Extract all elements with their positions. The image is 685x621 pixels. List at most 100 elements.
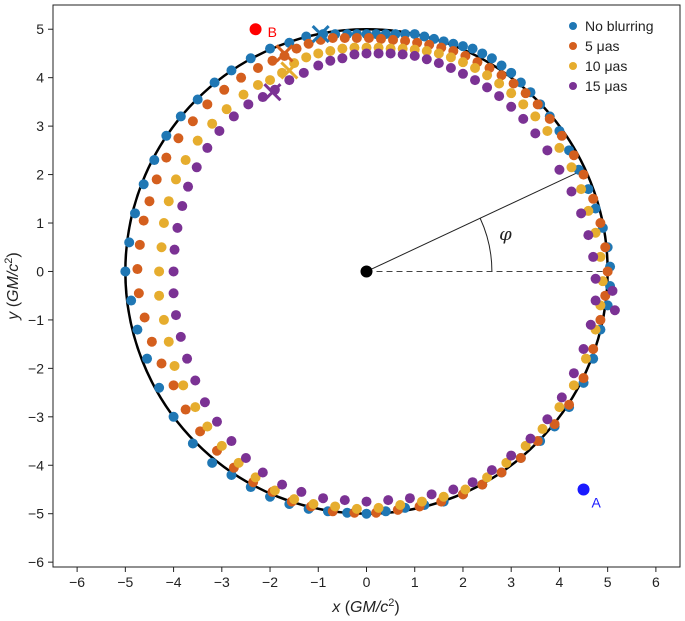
data-point	[156, 242, 167, 253]
data-point	[342, 507, 353, 518]
annotation-point	[577, 483, 590, 496]
data-point	[542, 125, 553, 136]
data-point	[506, 101, 517, 112]
data-point	[175, 111, 186, 122]
data-point	[169, 244, 180, 255]
data-point	[351, 32, 362, 43]
data-point	[566, 186, 577, 197]
data-point	[506, 67, 517, 78]
y-tick-label: −1	[28, 312, 44, 328]
data-point	[564, 399, 575, 410]
legend-label: 15 μas	[585, 78, 627, 94]
data-point	[556, 392, 567, 403]
data-point	[361, 496, 372, 507]
y-tick-label: 2	[36, 167, 44, 183]
data-point	[313, 48, 324, 59]
x-tick-label: −3	[214, 574, 230, 590]
data-point	[296, 486, 307, 497]
data-point	[486, 465, 497, 476]
legend-label: No blurring	[585, 18, 653, 34]
x-tick-label: 0	[363, 574, 371, 590]
data-point	[202, 99, 213, 110]
data-point	[602, 266, 613, 277]
data-point	[190, 375, 201, 386]
legend-marker	[569, 42, 577, 50]
y-tick-label: 1	[36, 215, 44, 231]
data-point	[549, 419, 560, 430]
data-point	[178, 380, 189, 391]
data-point	[168, 380, 179, 391]
data-point	[501, 457, 512, 468]
data-point	[537, 423, 548, 434]
data-point	[397, 49, 408, 60]
data-point	[457, 57, 468, 68]
x-tick-label: −5	[117, 574, 133, 590]
data-point	[279, 50, 290, 61]
data-point	[308, 499, 319, 510]
data-point	[120, 266, 131, 277]
data-point	[132, 324, 143, 335]
data-point	[494, 78, 505, 89]
data-point	[337, 43, 348, 54]
data-point	[228, 111, 239, 122]
data-point	[482, 70, 493, 81]
data-point	[142, 353, 153, 364]
legend-label: 10 μas	[585, 58, 627, 74]
data-point	[175, 331, 186, 342]
data-point	[149, 155, 160, 166]
data-point	[470, 75, 481, 86]
data-point	[576, 208, 587, 219]
data-point	[298, 67, 309, 78]
data-point	[373, 48, 384, 59]
data-point	[124, 237, 135, 248]
data-point	[226, 436, 237, 447]
data-point	[515, 452, 526, 463]
data-point	[325, 55, 336, 66]
data-point	[506, 450, 517, 461]
data-point	[158, 218, 169, 229]
x-tick-label: 1	[411, 574, 419, 590]
data-point	[530, 128, 541, 139]
data-point	[327, 32, 338, 43]
data-point	[585, 319, 596, 330]
data-point	[385, 48, 396, 59]
data-point	[191, 162, 202, 173]
x-tick-label: 2	[459, 574, 467, 590]
data-point	[289, 494, 300, 505]
data-point	[190, 402, 201, 413]
data-point	[607, 285, 618, 296]
data-point	[361, 508, 372, 519]
legend-marker	[569, 22, 577, 30]
data-point	[318, 493, 329, 504]
angle-arc	[479, 218, 493, 272]
x-marker	[280, 61, 299, 80]
data-point	[588, 251, 599, 262]
data-point	[325, 46, 336, 57]
data-point	[588, 193, 599, 204]
data-point	[448, 484, 459, 495]
data-point	[482, 472, 493, 483]
data-point	[496, 70, 507, 81]
data-point	[477, 479, 488, 490]
annotation-label: A	[592, 494, 602, 510]
y-axis-title: y (GM/c2)	[3, 252, 22, 320]
data-point	[409, 50, 420, 61]
data-point	[506, 88, 517, 99]
data-point	[578, 343, 589, 354]
data-point	[133, 288, 144, 299]
data-point	[588, 343, 599, 354]
data-point	[301, 52, 312, 63]
axis-ticks	[48, 28, 657, 572]
data-point	[250, 472, 261, 483]
data-point	[169, 360, 180, 371]
data-point	[600, 290, 611, 301]
data-point	[542, 414, 553, 425]
data-point	[554, 142, 565, 153]
data-point	[532, 99, 543, 110]
data-point	[199, 397, 210, 408]
data-point	[568, 368, 579, 379]
data-point	[566, 162, 577, 173]
data-point	[583, 230, 594, 241]
data-point	[421, 54, 432, 65]
data-point	[173, 133, 184, 144]
